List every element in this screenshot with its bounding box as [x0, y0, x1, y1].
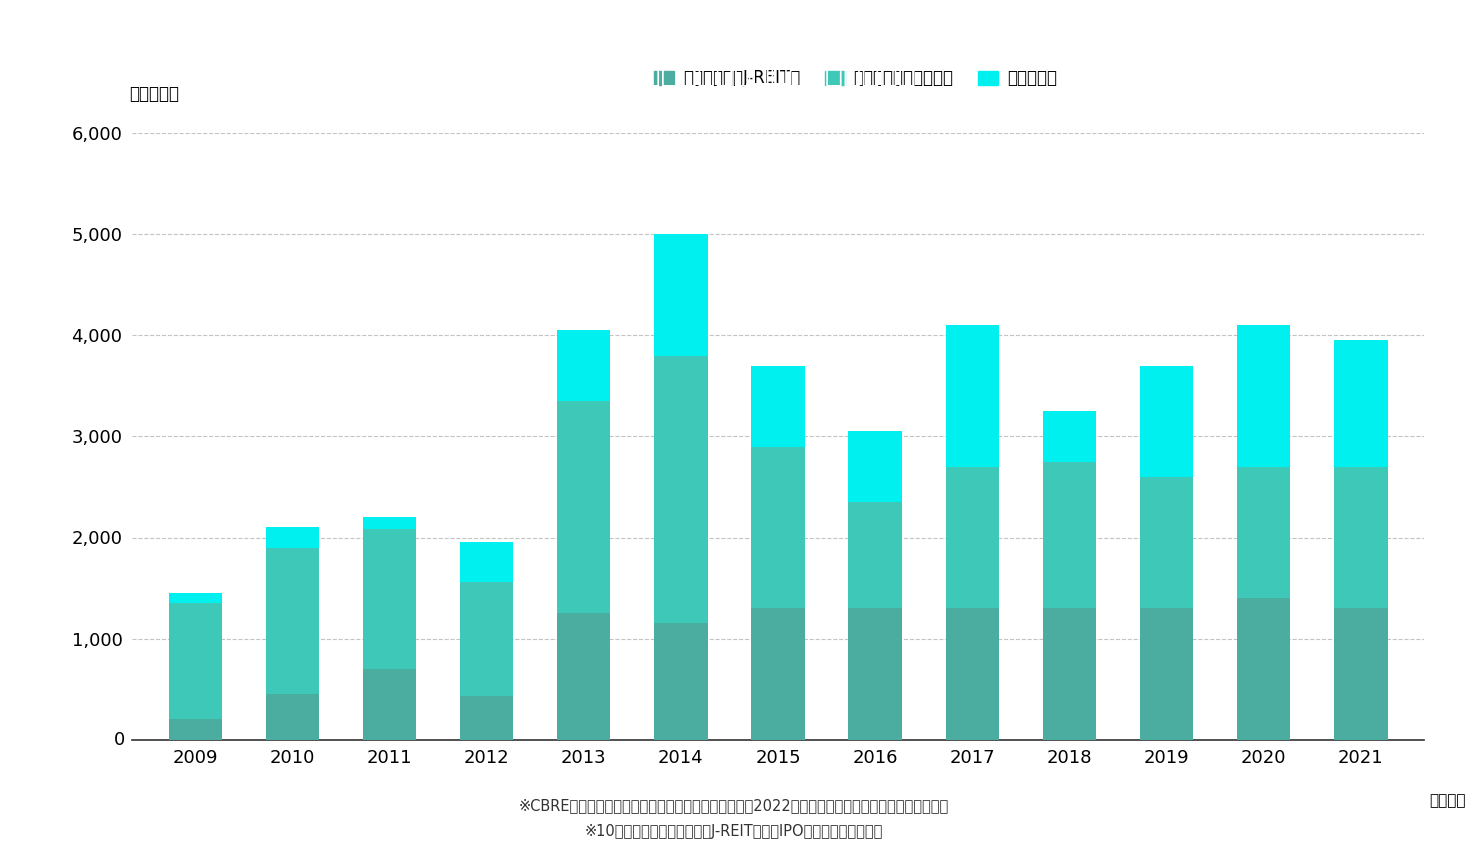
Legend: 国内投資家（J-REIT）, 国内投資家（その他）, 海外投資家: 国内投資家（J-REIT）, 国内投資家（その他）, 海外投資家 [647, 63, 1063, 94]
Bar [1334, 341, 1387, 467]
Bar [363, 518, 417, 530]
Bar [1139, 366, 1193, 476]
Text: ※10億円以上の取引を対象、J-REITによるIPO時の取得物件を除く: ※10億円以上の取引を対象、J-REITによるIPO時の取得物件を除く [584, 824, 884, 838]
Bar [169, 603, 222, 719]
Bar [752, 366, 804, 446]
Text: （年度）: （年度） [1428, 793, 1465, 808]
Bar [752, 608, 804, 740]
Bar [655, 356, 708, 624]
Bar [849, 608, 901, 740]
Bar [1238, 467, 1290, 599]
Bar [556, 330, 611, 401]
Bar [363, 530, 417, 669]
Bar [459, 696, 514, 740]
Bar [459, 542, 514, 582]
Bar [169, 719, 222, 740]
Text: ※CBRE「ジャパンインベストメントマーケットビュー2022年第３四半期」より、りそな銀行が作成: ※CBRE「ジャパンインベストメントマーケットビュー2022年第３四半期」より、… [518, 798, 950, 813]
Text: （十億円）: （十億円） [129, 85, 179, 103]
Bar [266, 694, 319, 740]
Bar [945, 608, 1000, 740]
Bar [1139, 476, 1193, 608]
Bar [849, 432, 901, 502]
Bar [1334, 608, 1387, 740]
Bar [945, 467, 1000, 608]
Bar [363, 669, 417, 740]
Bar [459, 582, 514, 696]
Bar [655, 235, 708, 356]
Bar [266, 527, 319, 548]
Bar [1042, 608, 1097, 740]
Bar [266, 548, 319, 694]
Bar [1334, 467, 1387, 608]
Bar [849, 502, 901, 608]
Bar [169, 593, 222, 603]
Bar [1238, 599, 1290, 740]
Bar [556, 613, 611, 740]
Bar [752, 446, 804, 608]
Bar [556, 401, 611, 613]
Bar [945, 325, 1000, 467]
Bar [1042, 411, 1097, 462]
Text: 主要不動産取引は堅調（投資主体別取引額）: 主要不動産取引は堅調（投資主体別取引額） [552, 58, 916, 87]
Bar [1238, 325, 1290, 467]
Bar [1042, 462, 1097, 608]
Text: 0: 0 [115, 731, 125, 748]
Bar [655, 624, 708, 740]
Bar [1139, 608, 1193, 740]
